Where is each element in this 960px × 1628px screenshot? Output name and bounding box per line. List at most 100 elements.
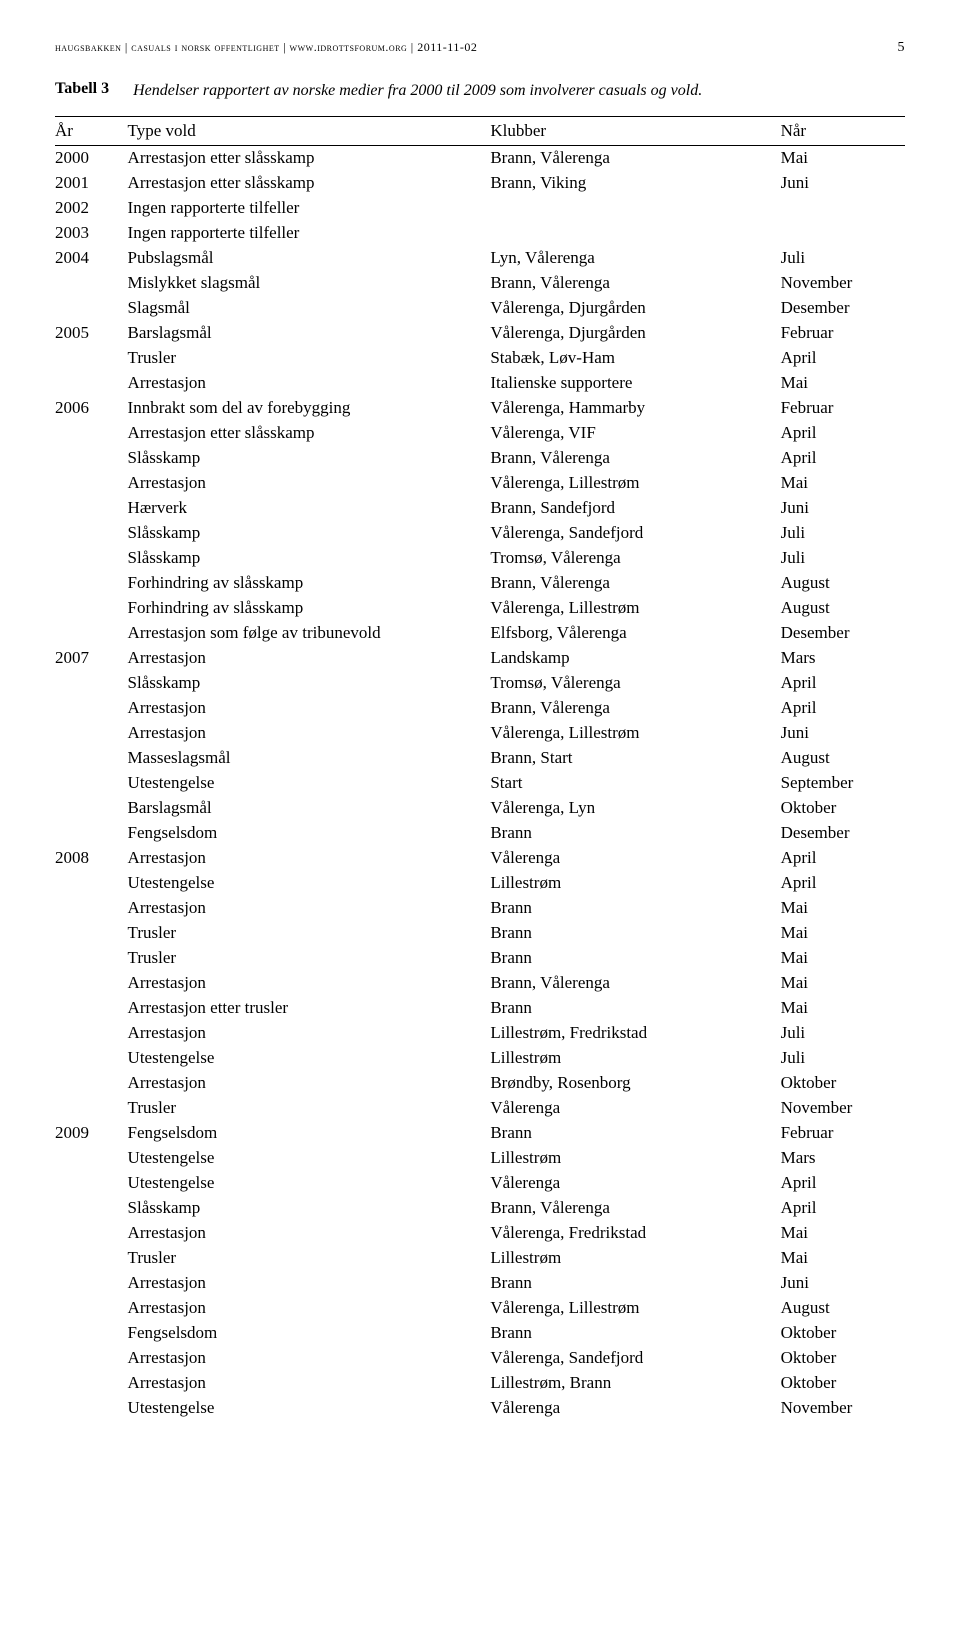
- table-description: Hendelser rapportert av norske medier fr…: [133, 80, 702, 102]
- table-row: UtestengelseLillestrømMars: [55, 1146, 905, 1171]
- table-cell: Barslagsmål: [128, 796, 491, 821]
- table-row: 2007ArrestasjonLandskampMars: [55, 646, 905, 671]
- table-cell: [55, 296, 128, 321]
- table-cell: August: [781, 1296, 905, 1321]
- table-cell: Utestengelse: [128, 1046, 491, 1071]
- table-cell: [55, 1221, 128, 1246]
- table-cell: Februar: [781, 1121, 905, 1146]
- table-row: 2002Ingen rapporterte tilfeller: [55, 196, 905, 221]
- table-cell: Brann: [490, 896, 780, 921]
- table-cell: Brann, Viking: [490, 171, 780, 196]
- table-cell: Brann: [490, 1271, 780, 1296]
- table-row: UtestengelseStartSeptember: [55, 771, 905, 796]
- table-cell: November: [781, 271, 905, 296]
- table-body: 2000Arrestasjon etter slåsskampBrann, Vå…: [55, 145, 905, 1421]
- table-caption: Tabell 3 Hendelser rapportert av norske …: [55, 80, 905, 102]
- table-cell: Innbrakt som del av forebygging: [128, 396, 491, 421]
- table-header-row: År Type vold Klubber Når: [55, 116, 905, 145]
- table-row: SlåsskampTromsø, VålerengaJuli: [55, 546, 905, 571]
- table-cell: Lillestrøm: [490, 1146, 780, 1171]
- table-cell: Fengselsdom: [128, 1121, 491, 1146]
- table-cell: Brann, Sandefjord: [490, 496, 780, 521]
- table-cell: [55, 346, 128, 371]
- table-cell: Slåsskamp: [128, 671, 491, 696]
- table-cell: Brann: [490, 996, 780, 1021]
- table-cell: [55, 671, 128, 696]
- table-cell: Masseslagsmål: [128, 746, 491, 771]
- table-cell: Trusler: [128, 346, 491, 371]
- table-cell: [55, 896, 128, 921]
- table-row: SlåsskampVålerenga, SandefjordJuli: [55, 521, 905, 546]
- table-cell: Italienske supportere: [490, 371, 780, 396]
- table-cell: Vålerenga, Hammarby: [490, 396, 780, 421]
- table-cell: Arrestasjon: [128, 1371, 491, 1396]
- table-row: 2005BarslagsmålVålerenga, DjurgårdenFebr…: [55, 321, 905, 346]
- table-cell: [55, 1271, 128, 1296]
- table-cell: [55, 771, 128, 796]
- table-row: ArrestasjonBrann, VålerengaMai: [55, 971, 905, 996]
- col-header-when: Når: [781, 116, 905, 145]
- table-cell: April: [781, 846, 905, 871]
- table-cell: Vålerenga: [490, 846, 780, 871]
- table-cell: November: [781, 1096, 905, 1121]
- table-row: ArrestasjonLillestrøm, FredrikstadJuli: [55, 1021, 905, 1046]
- table-cell: Vålerenga, Lillestrøm: [490, 1296, 780, 1321]
- table-row: ArrestasjonVålerenga, LillestrømAugust: [55, 1296, 905, 1321]
- table-cell: Brann: [490, 946, 780, 971]
- table-cell: Forhindring av slåsskamp: [128, 571, 491, 596]
- table-cell: Arrestasjon: [128, 1221, 491, 1246]
- table-cell: 2001: [55, 171, 128, 196]
- table-cell: Arrestasjon etter slåsskamp: [128, 421, 491, 446]
- table-cell: Vålerenga, Djurgården: [490, 296, 780, 321]
- table-cell: Brann: [490, 1321, 780, 1346]
- table-cell: [55, 1396, 128, 1421]
- table-cell: Juni: [781, 171, 905, 196]
- table-row: SlåsskampBrann, VålerengaApril: [55, 1196, 905, 1221]
- table-cell: [55, 946, 128, 971]
- table-cell: Juli: [781, 1046, 905, 1071]
- table-cell: Elfsborg, Vålerenga: [490, 621, 780, 646]
- table-cell: [55, 546, 128, 571]
- table-label: Tabell 3: [55, 80, 109, 98]
- table-row: 2000Arrestasjon etter slåsskampBrann, Vå…: [55, 145, 905, 171]
- table-cell: Juli: [781, 546, 905, 571]
- table-cell: Vålerenga, Lyn: [490, 796, 780, 821]
- table-cell: Arrestasjon: [128, 696, 491, 721]
- table-cell: Ingen rapporterte tilfeller: [128, 196, 491, 221]
- table-cell: Utestengelse: [128, 1146, 491, 1171]
- table-row: UtestengelseLillestrømApril: [55, 871, 905, 896]
- table-cell: 2000: [55, 145, 128, 171]
- table-cell: Mars: [781, 1146, 905, 1171]
- table-cell: Slåsskamp: [128, 1196, 491, 1221]
- table-cell: November: [781, 1396, 905, 1421]
- table-row: ArrestasjonBrann, VålerengaApril: [55, 696, 905, 721]
- table-cell: Pubslagsmål: [128, 246, 491, 271]
- table-cell: Lillestrøm: [490, 1046, 780, 1071]
- table-cell: April: [781, 671, 905, 696]
- table-cell: Vålerenga, Lillestrøm: [490, 596, 780, 621]
- table-cell: Forhindring av slåsskamp: [128, 596, 491, 621]
- table-cell: Brann: [490, 821, 780, 846]
- table-cell: 2004: [55, 246, 128, 271]
- table-cell: Arrestasjon: [128, 896, 491, 921]
- table-cell: Lyn, Vålerenga: [490, 246, 780, 271]
- table-cell: Vålerenga, VIF: [490, 421, 780, 446]
- table-cell: Slagsmål: [128, 296, 491, 321]
- table-cell: Brann: [490, 1121, 780, 1146]
- table-cell: April: [781, 871, 905, 896]
- table-cell: April: [781, 1171, 905, 1196]
- page-header: haugsbakken | casuals i norsk offentligh…: [55, 40, 905, 56]
- table-cell: April: [781, 1196, 905, 1221]
- table-cell: [55, 1146, 128, 1171]
- table-row: UtestengelseVålerengaApril: [55, 1171, 905, 1196]
- table-cell: [55, 271, 128, 296]
- table-row: HærverkBrann, SandefjordJuni: [55, 496, 905, 521]
- table-cell: [55, 596, 128, 621]
- table-cell: [490, 196, 780, 221]
- table-cell: [55, 821, 128, 846]
- table-cell: [55, 371, 128, 396]
- table-cell: Mai: [781, 971, 905, 996]
- table-row: BarslagsmålVålerenga, LynOktober: [55, 796, 905, 821]
- table-cell: 2005: [55, 321, 128, 346]
- table-cell: Juli: [781, 1021, 905, 1046]
